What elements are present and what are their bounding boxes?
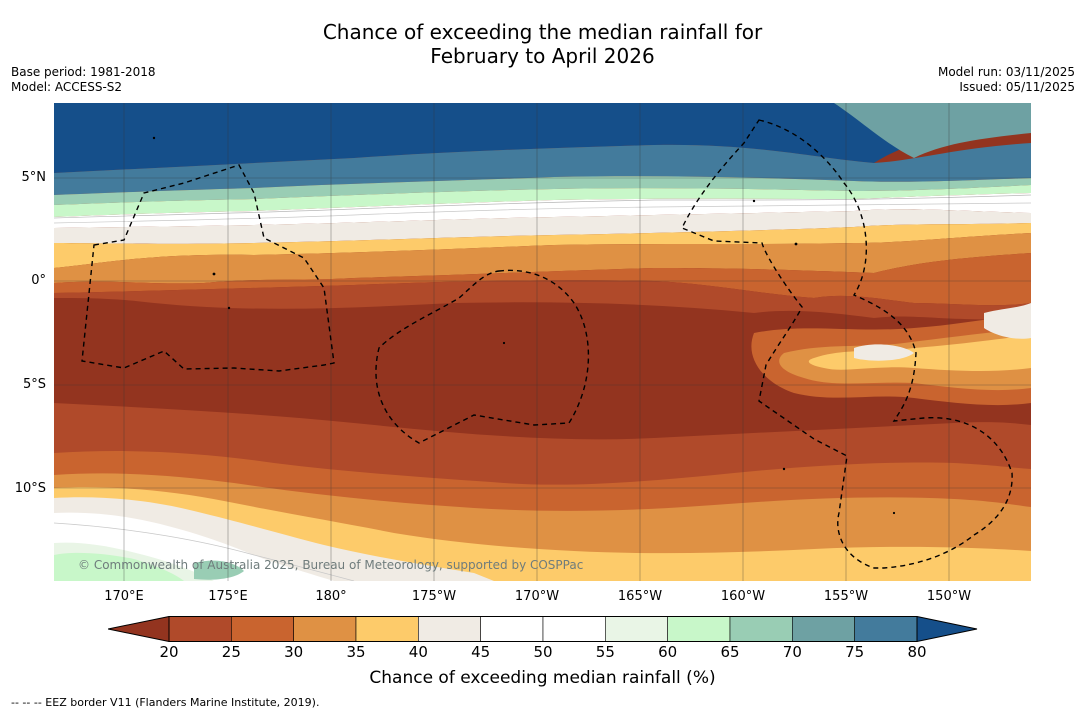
- map-title: Chance of exceeding the median rainfall …: [0, 20, 1085, 68]
- lon-label-150w: 150°W: [926, 589, 972, 604]
- colorbar-cell: [542, 616, 606, 642]
- island-dot-7: [782, 467, 786, 471]
- island-dot-2: [227, 306, 231, 310]
- copyright-notice: © Commonwealth of Australia 2025, Bureau…: [78, 558, 584, 572]
- colorbar-label: Chance of exceeding median rainfall (%): [369, 668, 716, 688]
- colorbar-tick-45: 45: [471, 643, 491, 661]
- colorbar-tick-65: 65: [720, 643, 740, 661]
- lon-label-175w: 175°W: [411, 589, 457, 604]
- lon-label-170w: 170°W: [514, 589, 560, 604]
- eez-borders: [81, 119, 1013, 569]
- zone-60-65: [54, 185, 1031, 217]
- model-name: Model: ACCESS-S2: [11, 80, 123, 94]
- lat-label-5s: 5°S: [22, 377, 46, 392]
- colorbar-tick-20: 20: [159, 643, 179, 661]
- colorbar-cell: [605, 616, 668, 642]
- contour-line-1: [54, 194, 1031, 219]
- lon-label-180: 180°: [315, 589, 347, 604]
- map-canvas: [54, 103, 1031, 581]
- lon-label-155w: 155°W: [823, 589, 869, 604]
- island-dot-8: [892, 511, 896, 515]
- island-dot-3: [152, 136, 156, 140]
- lon-label-160w: 160°W: [720, 589, 766, 604]
- colorbar-tick-40: 40: [408, 643, 428, 661]
- zone-45-60: [54, 193, 1031, 228]
- zone-70-75-ne: [834, 103, 1031, 158]
- zone-20-25-band: [54, 280, 1031, 320]
- rainfall-map: [54, 103, 1031, 581]
- colorbar-extend-high: [916, 616, 978, 642]
- colorbar-cell: [792, 616, 855, 642]
- gridlines: [54, 103, 1031, 581]
- colorbar-cell: [418, 616, 481, 642]
- issued-date: Issued: 05/11/2025: [959, 80, 1075, 94]
- colorbar-tick-25: 25: [221, 643, 241, 661]
- zone-40-45: [54, 209, 1031, 244]
- zone-east-40-45-b: [984, 303, 1031, 339]
- colorbar-cell: [355, 616, 419, 642]
- colorbar-cells: [108, 616, 978, 642]
- lon-label-170e: 170°E: [104, 589, 144, 604]
- colorbar-extend-low: [108, 616, 170, 642]
- contour-line-3: [54, 522, 355, 581]
- meta-left: Base period: 1981-2018 Model: ACCESS-S2: [11, 65, 156, 95]
- colorbar-tick-50: 50: [533, 643, 553, 661]
- island-dot-6: [502, 341, 506, 345]
- colorbar: [108, 616, 978, 642]
- island-dot-4: [794, 242, 798, 246]
- colorbar-cell: [293, 616, 357, 642]
- colorbar-tick-70: 70: [782, 643, 802, 661]
- lat-label-5n: 5°N: [21, 170, 47, 185]
- eez-legend: -- -- -- EEZ border V11 (Flanders Marine…: [11, 696, 320, 709]
- colorbar-tick-60: 60: [658, 643, 678, 661]
- model-run: Model run: 03/11/2025: [937, 65, 1075, 79]
- title-line-1: Chance of exceeding the median rainfall …: [322, 20, 763, 44]
- colorbar-cell: [231, 616, 294, 642]
- zone-70-75: [54, 143, 1031, 195]
- zone-east-40-45-a: [854, 344, 914, 361]
- lat-label-10s: 10°S: [14, 481, 46, 496]
- zone-35-40: [54, 223, 1031, 268]
- zone-75-80: [54, 103, 1031, 173]
- colorbar-tick-80: 80: [907, 643, 927, 661]
- colorbar-tick-35: 35: [346, 643, 366, 661]
- zone-east-35-40: [808, 335, 1031, 372]
- zone-25-30: [54, 253, 1031, 306]
- zone-65-70: [54, 176, 1031, 205]
- lon-label-165w: 165°W: [617, 589, 663, 604]
- colorbar-tick-30: 30: [284, 643, 304, 661]
- lat-label-0: 0°: [31, 273, 46, 288]
- zone-south-65-70: [194, 560, 244, 580]
- colorbar-cell: [480, 616, 544, 642]
- colorbar-cell: [729, 616, 793, 642]
- colorbar-frame: [168, 616, 918, 642]
- island-dot-1: [212, 272, 216, 276]
- zone-south-60-65: [54, 552, 184, 581]
- title-line-2: February to April 2026: [430, 44, 655, 68]
- base-period: Base period: 1981-2018: [11, 65, 156, 79]
- island-dot-5: [752, 199, 756, 203]
- zone-30-35: [54, 233, 1031, 284]
- islands: [152, 136, 896, 515]
- colorbar-cell: [667, 616, 731, 642]
- colorbar-cell: [168, 616, 232, 642]
- eez-phoenix-islands: [375, 269, 590, 444]
- colorbar-cell: [854, 616, 918, 642]
- colorbar-tick-75: 75: [845, 643, 865, 661]
- meta-right: Model run: 03/11/2025 Issued: 05/11/2025: [938, 65, 1075, 95]
- colorbar-tick-55: 55: [595, 643, 615, 661]
- lon-label-175e: 175°E: [208, 589, 248, 604]
